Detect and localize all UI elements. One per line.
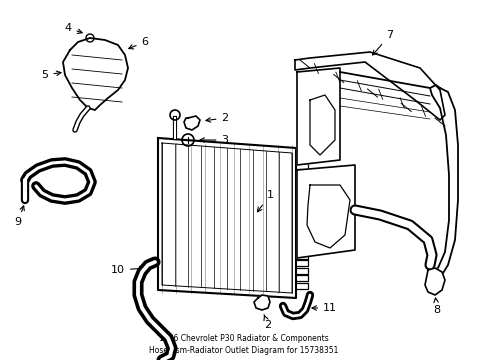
Text: 4: 4 xyxy=(64,23,82,33)
Text: 10: 10 xyxy=(111,265,143,275)
Text: 11: 11 xyxy=(311,303,336,313)
Text: 8: 8 xyxy=(432,298,440,315)
Text: 9: 9 xyxy=(15,206,24,227)
Polygon shape xyxy=(296,165,354,258)
Text: 7: 7 xyxy=(372,30,393,55)
Polygon shape xyxy=(63,38,128,110)
Polygon shape xyxy=(306,185,349,248)
Text: 5: 5 xyxy=(41,70,61,80)
Text: 6: 6 xyxy=(128,37,148,49)
Polygon shape xyxy=(253,295,269,310)
Polygon shape xyxy=(296,68,339,165)
Text: 3: 3 xyxy=(200,135,228,145)
Text: 1: 1 xyxy=(257,190,273,212)
Text: 2: 2 xyxy=(264,315,271,330)
Polygon shape xyxy=(309,95,334,155)
Polygon shape xyxy=(294,52,444,120)
Text: 2: 2 xyxy=(205,113,228,123)
Text: 1996 Chevrolet P30 Radiator & Components
Hose Asm-Radiator Outlet Diagram for 15: 1996 Chevrolet P30 Radiator & Components… xyxy=(149,334,338,355)
Polygon shape xyxy=(424,268,444,295)
Polygon shape xyxy=(183,116,200,130)
Polygon shape xyxy=(427,85,457,282)
